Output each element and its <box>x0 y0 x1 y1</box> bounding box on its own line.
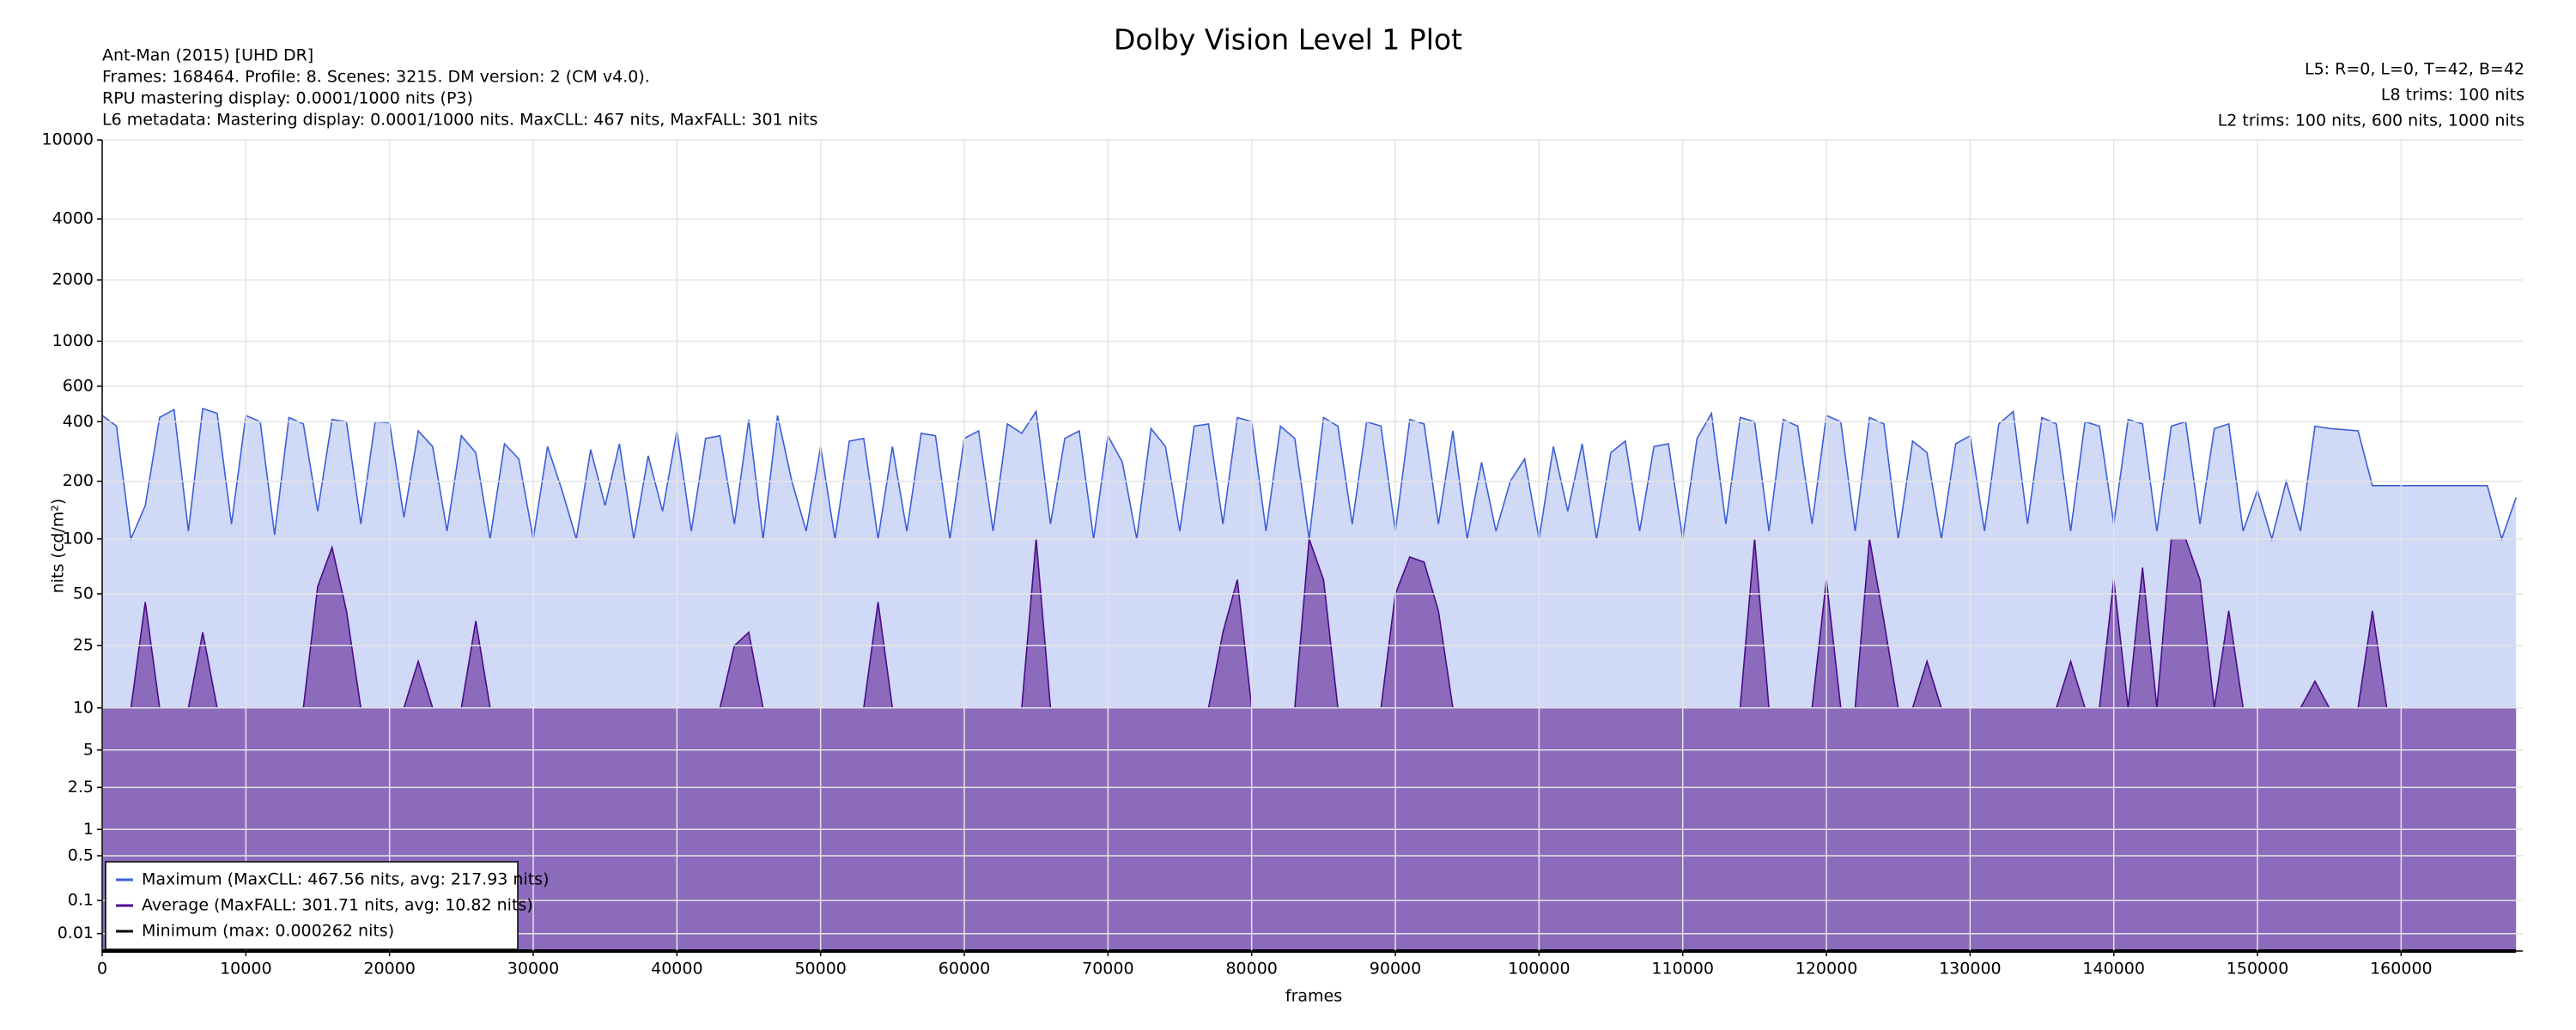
y-tick-label: 2.5 <box>68 778 94 797</box>
x-tick-label: 80000 <box>1225 960 1277 978</box>
x-tick-label: 70000 <box>1082 960 1133 978</box>
y-tick-label: 25 <box>73 636 94 655</box>
y-tick-label: 4000 <box>52 209 94 228</box>
info-text: L5: R=0, L=0, T=42, B=42 <box>2305 60 2524 79</box>
y-tick-label: 400 <box>63 412 94 431</box>
x-tick-label: 60000 <box>939 960 990 978</box>
chart-title: Dolby Vision Level 1 Plot <box>1114 23 1462 57</box>
x-tick-label: 150000 <box>2227 960 2289 978</box>
x-tick-label: 90000 <box>1370 960 1421 978</box>
y-tick-label: 5 <box>83 740 94 759</box>
x-tick-label: 110000 <box>1651 960 1714 978</box>
y-tick-label: 0.5 <box>68 846 94 865</box>
x-tick-label: 30000 <box>507 960 559 978</box>
x-tick-label: 100000 <box>1508 960 1571 978</box>
y-tick-label: 1000 <box>52 331 94 350</box>
y-tick-label: 200 <box>63 471 94 490</box>
legend-label: Minimum (max: 0.000262 nits) <box>142 922 394 941</box>
legend-label: Maximum (MaxCLL: 467.56 nits, avg: 217.9… <box>142 870 550 889</box>
legend-box <box>105 861 519 950</box>
x-tick-label: 0 <box>97 960 107 978</box>
x-tick-label: 120000 <box>1795 960 1858 978</box>
info-text: RPU mastering display: 0.0001/1000 nits … <box>102 89 473 108</box>
info-text: Ant-Man (2015) [UHD DR] <box>102 46 313 65</box>
legend-label: Average (MaxFALL: 301.71 nits, avg: 10.8… <box>142 896 533 915</box>
y-tick-label: 600 <box>63 377 94 396</box>
x-axis-label: frames <box>1285 987 1342 1006</box>
y-tick-label: 0.01 <box>58 924 94 942</box>
x-tick-label: 20000 <box>363 960 415 978</box>
info-text: L2 trims: 100 nits, 600 nits, 1000 nits <box>2218 112 2524 130</box>
info-text: L6 metadata: Mastering display: 0.0001/1… <box>102 111 817 130</box>
y-tick-label: 10 <box>73 698 94 717</box>
info-text: Frames: 168464. Profile: 8. Scenes: 3215… <box>102 68 650 87</box>
y-tick-label: 10000 <box>42 130 94 149</box>
x-tick-label: 140000 <box>2082 960 2145 978</box>
x-tick-label: 40000 <box>651 960 702 978</box>
x-tick-label: 130000 <box>1939 960 2002 978</box>
y-tick-label: 50 <box>73 584 94 603</box>
y-tick-label: 1 <box>83 820 94 839</box>
x-tick-label: 160000 <box>2370 960 2433 978</box>
x-tick-label: 10000 <box>220 960 271 978</box>
y-axis-label: nits (cd/m²) <box>49 499 68 594</box>
info-text: L8 trims: 100 nits <box>2381 86 2524 105</box>
y-tick-label: 0.1 <box>68 891 94 910</box>
x-tick-label: 50000 <box>794 960 846 978</box>
y-tick-label: 100 <box>63 529 94 548</box>
y-tick-label: 2000 <box>52 270 94 289</box>
series-area <box>102 538 2517 951</box>
